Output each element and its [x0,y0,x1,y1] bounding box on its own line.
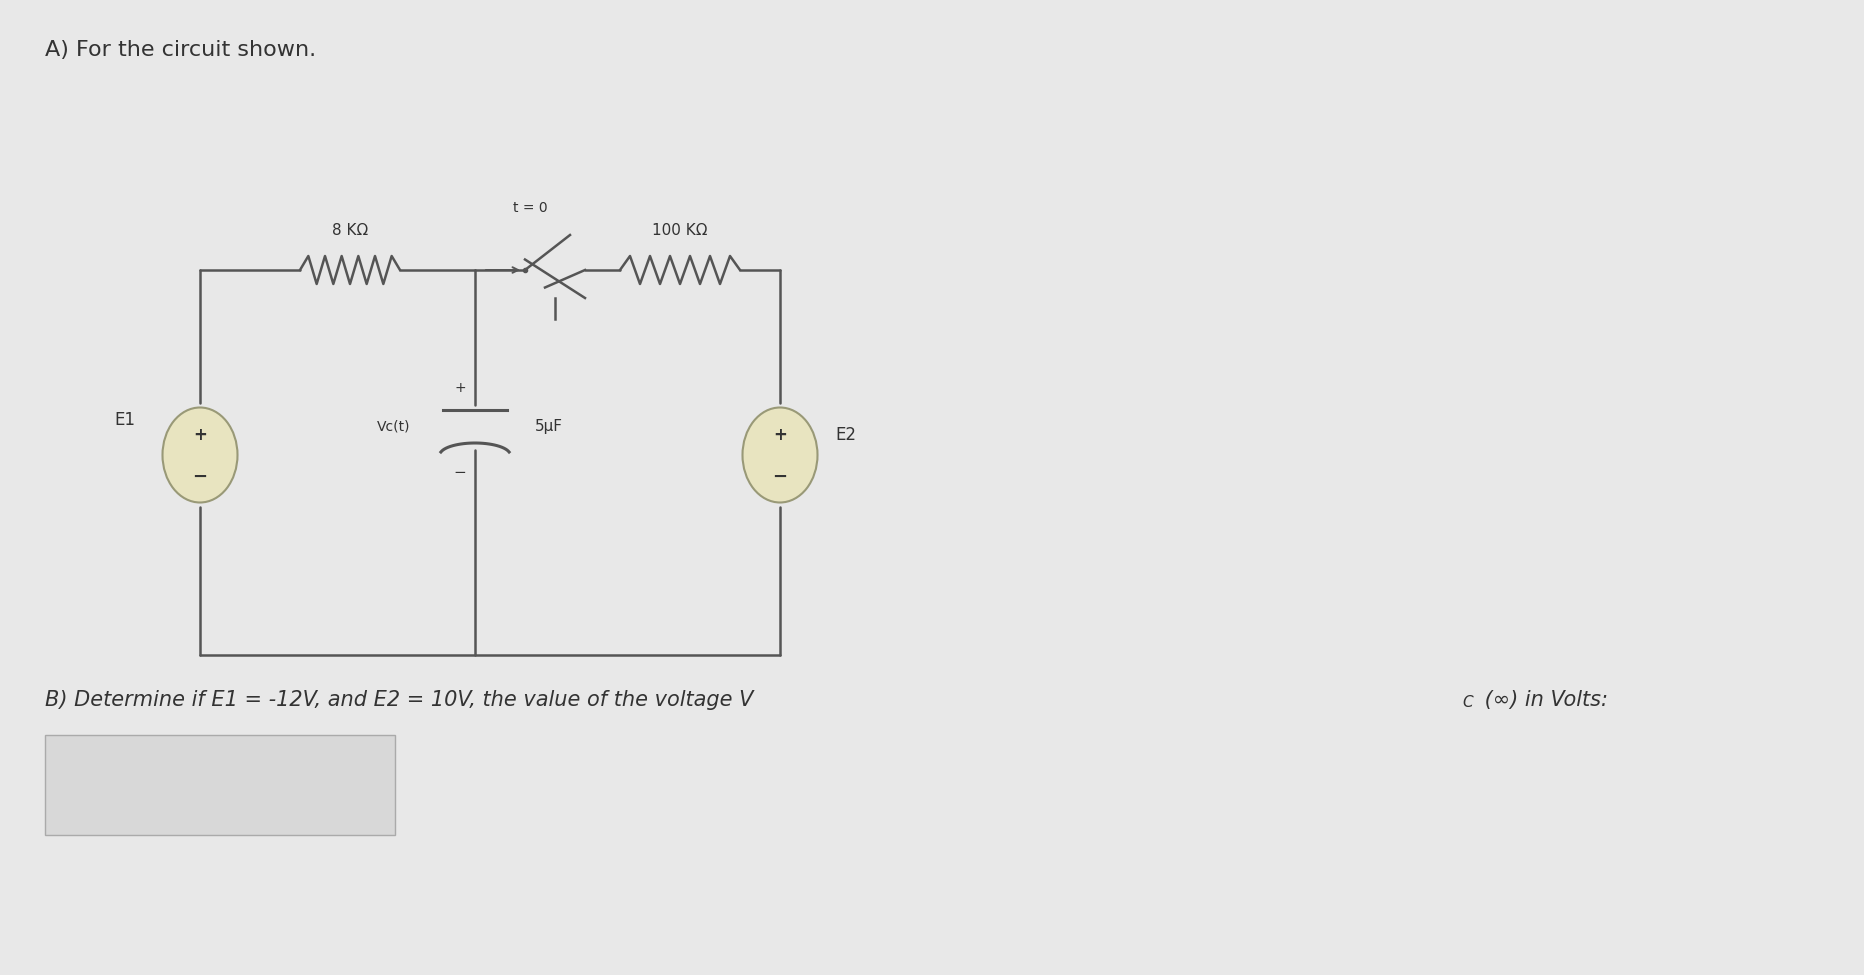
Text: +: + [194,426,207,444]
Text: +: + [774,426,787,444]
Text: −: − [772,468,788,486]
Text: 8 KΩ: 8 KΩ [332,223,367,238]
Text: 100 KΩ: 100 KΩ [652,223,708,238]
Ellipse shape [162,408,237,502]
Text: −: − [192,468,207,486]
Text: 5μF: 5μF [535,419,563,434]
Text: E1: E1 [114,411,134,429]
Text: A) For the circuit shown.: A) For the circuit shown. [45,40,317,60]
FancyBboxPatch shape [45,735,395,835]
Text: E2: E2 [835,426,856,444]
Ellipse shape [742,408,818,502]
Text: Vc(t): Vc(t) [377,419,410,434]
Text: +: + [455,381,466,395]
Text: (∞) in Volts:: (∞) in Volts: [1478,690,1609,710]
Text: t = 0: t = 0 [513,201,548,215]
Text: C: C [1461,695,1473,710]
Text: B) Determine if E1 = -12V, and E2 = 10V, the value of the voltage V: B) Determine if E1 = -12V, and E2 = 10V,… [45,690,753,710]
Text: −: − [453,465,466,481]
